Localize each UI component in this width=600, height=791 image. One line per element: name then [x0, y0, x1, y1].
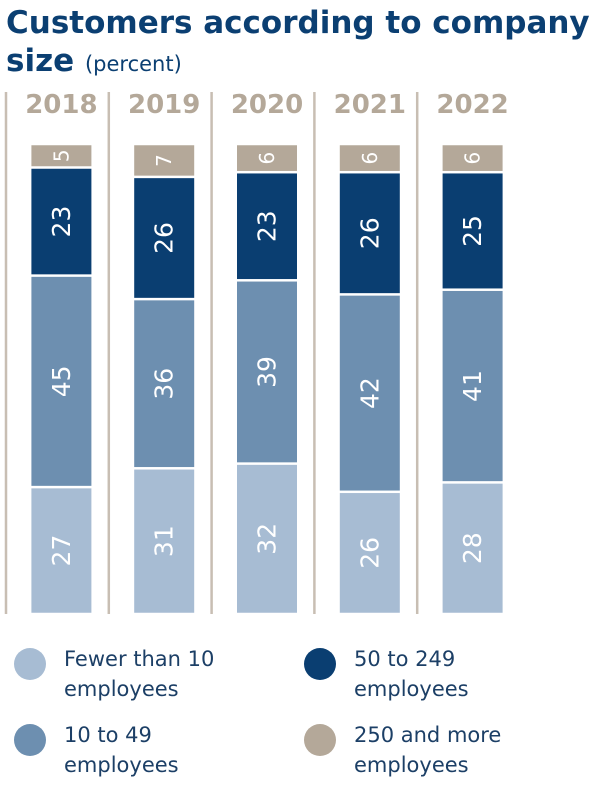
data-label-50to249: 23 [253, 210, 282, 242]
legend-item-250plus: 250 and more employees [304, 720, 554, 780]
data-label-lt10: 32 [253, 523, 282, 555]
chart-title-text: Customers according to company size [6, 5, 590, 79]
data-label-10to49: 45 [47, 365, 76, 397]
legend-swatch-10to49 [14, 724, 46, 756]
bar-segment-50to249 [237, 173, 297, 280]
bar-segment-lt10 [31, 488, 92, 613]
chart-unit: (percent) [84, 52, 182, 76]
bar-segment-lt10 [237, 464, 297, 613]
x-tick-label: 2020 [231, 90, 303, 120]
x-tick-label: 2019 [128, 90, 200, 120]
bar-segment-lt10 [442, 483, 503, 613]
legend-item-10to49: 10 to 49 employees [14, 720, 264, 780]
x-tick-label: 2021 [334, 90, 406, 120]
bar-segment-10to49 [339, 295, 400, 491]
legend-swatch-lt10 [14, 648, 46, 680]
bar-segment-250plus [31, 145, 92, 167]
legend-swatch-250plus [304, 724, 336, 756]
bar-segment-10to49 [237, 281, 297, 463]
bar-segment-10to49 [134, 300, 195, 468]
data-label-250plus: 6 [255, 152, 279, 165]
legend-label-50to249: 50 to 249 employees [354, 647, 469, 701]
bar-segment-50to249 [134, 178, 195, 298]
legend-item-lt10: Fewer than 10 employees [14, 644, 264, 704]
bar-segment-10to49 [442, 290, 503, 482]
data-label-lt10: 31 [150, 525, 179, 557]
x-tick-label: 2022 [436, 90, 508, 120]
data-label-lt10: 27 [47, 535, 76, 567]
stacked-bar-chart: 2018 27 45 23 5 2019 31 36 26 7 2020 32 39 23 6 2021 26 4… [4, 90, 509, 614]
bar-segment-250plus [237, 145, 297, 171]
legend-label-10to49: 10 to 49 employees [64, 723, 179, 777]
bar-segment-50to249 [31, 168, 92, 275]
data-label-50to249: 25 [458, 215, 487, 247]
data-label-250plus: 7 [152, 154, 176, 167]
data-label-50to249: 26 [355, 217, 384, 249]
bar-segment-10to49 [31, 276, 92, 486]
data-label-50to249: 26 [150, 222, 179, 254]
data-label-250plus: 6 [461, 152, 485, 165]
bar-segment-lt10 [339, 493, 400, 613]
data-label-lt10: 26 [355, 537, 384, 569]
data-label-lt10: 28 [458, 532, 487, 564]
data-label-10to49: 41 [458, 370, 487, 402]
data-label-250plus: 6 [358, 152, 382, 165]
data-label-50to249: 23 [47, 206, 76, 238]
bar-segment-50to249 [339, 173, 400, 294]
legend-label-250plus: 250 and more employees [354, 723, 502, 777]
bar-segment-250plus [339, 145, 400, 171]
chart-title: Customers according to company size (per… [6, 4, 596, 83]
legend-swatch-50to249 [304, 648, 336, 680]
x-tick-label: 2018 [25, 90, 97, 120]
bar-segment-250plus [134, 145, 195, 176]
data-label-250plus: 5 [49, 149, 73, 162]
bar-segment-lt10 [134, 469, 195, 613]
legend-label-lt10: Fewer than 10 employees [64, 647, 215, 701]
legend-item-50to249: 50 to 249 employees [304, 644, 554, 704]
bar-segment-250plus [442, 145, 503, 171]
data-label-10to49: 36 [150, 368, 179, 400]
bar-segment-50to249 [442, 173, 503, 289]
data-label-10to49: 42 [355, 377, 384, 409]
data-label-10to49: 39 [253, 356, 282, 388]
